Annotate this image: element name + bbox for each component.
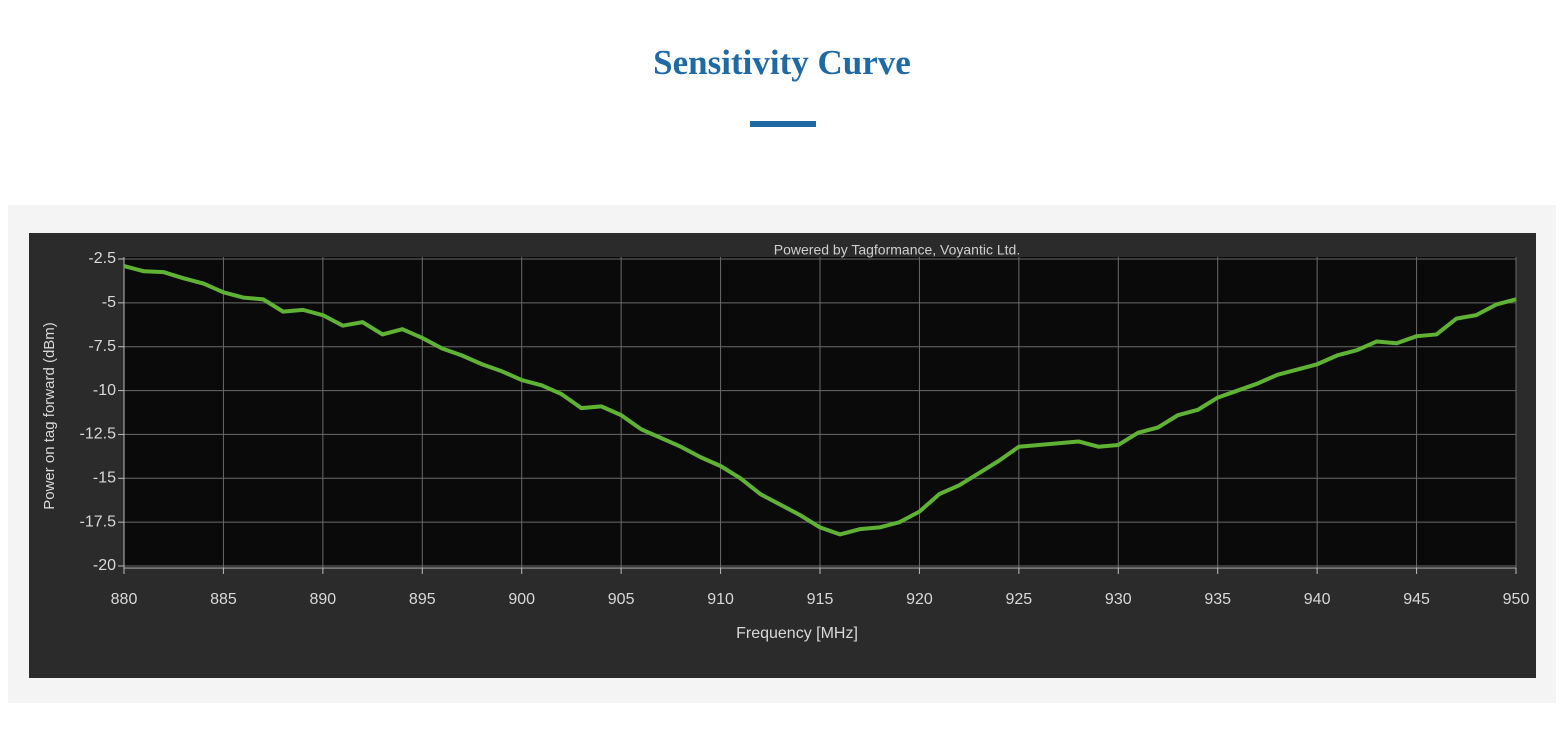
x-tick-label: 925 (1006, 591, 1033, 608)
y-tick-label: -2.5 (88, 250, 116, 267)
x-tick-label: 950 (1503, 591, 1530, 608)
y-tick-label: -5 (102, 294, 116, 311)
x-tick-label: 900 (508, 591, 535, 608)
data-line (123, 264, 1517, 537)
x-tick-label: 915 (807, 591, 834, 608)
x-tick-label: 935 (1204, 591, 1231, 608)
plot: -2.5 -5 -7.5 -10 -12.5 -15 -17.5 -20 880 885 890 89… (80, 250, 1530, 608)
y-tick-label: -7.5 (88, 338, 116, 355)
y-tick-label: -15 (93, 470, 116, 487)
y-tick-label: -17.5 (80, 513, 117, 530)
x-tick-label: 945 (1403, 591, 1430, 608)
x-tick-label: 940 (1304, 591, 1331, 608)
x-tick-label: 930 (1105, 591, 1132, 608)
y-tick-label: -12.5 (80, 426, 117, 443)
annotation: Powered by Tagformance, Voyantic Ltd. (774, 242, 1020, 258)
y-tick-label: -20 (93, 557, 116, 574)
x-tick-label: 890 (310, 591, 337, 608)
x-tick-label: 905 (608, 591, 635, 608)
x-tick-label: 910 (707, 591, 734, 608)
x-tick-label: 920 (906, 591, 933, 608)
page-title: Sensitivity Curve (653, 43, 911, 82)
x-tick-label: 895 (409, 591, 436, 608)
title-underline (750, 121, 816, 127)
x-tick-label: 880 (111, 591, 138, 608)
x-axis-label: Frequency [MHz] (736, 625, 858, 642)
y-axis-label: Power on tag forward (dBm) (41, 322, 58, 510)
x-tick-label: 885 (210, 591, 237, 608)
y-tick-label: -10 (93, 382, 116, 399)
